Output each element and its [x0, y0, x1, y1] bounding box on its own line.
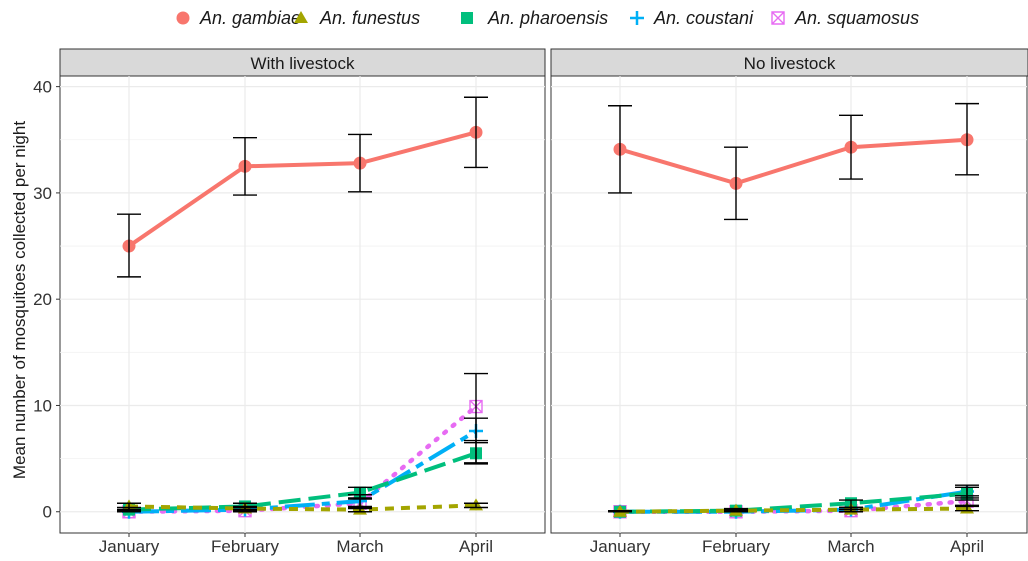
panel-title: With livestock [251, 54, 355, 73]
series-line [619, 506, 968, 514]
series-line [620, 489, 968, 514]
legend-marker-an-pharoensis [461, 12, 473, 24]
legend-label: An. pharoensis [487, 8, 608, 28]
error-bar [348, 497, 372, 510]
error-bar [839, 114, 863, 180]
error-bar [839, 508, 863, 513]
error-bar [348, 133, 372, 193]
error-bar [955, 102, 979, 176]
x-tick-label: March [827, 537, 874, 556]
series-line [619, 137, 968, 186]
error-bar [724, 146, 748, 221]
legend-marker-an-funestus [294, 11, 308, 23]
y-tick-label: 0 [43, 503, 52, 522]
legend-label: An. squamosus [794, 8, 919, 28]
y-axis: 0 10 20 30 40 [33, 78, 60, 522]
error-bar [608, 509, 632, 513]
x-axis: January February March April January February… [99, 533, 984, 556]
y-tick-label: 40 [33, 78, 52, 97]
error-bar [608, 105, 632, 194]
y-tick-label: 30 [33, 184, 52, 203]
legend-item-an-coustani: An. coustani [630, 8, 754, 28]
legend-item-an-squamosus: An. squamosus [771, 8, 919, 28]
panel-with-livestock: With livestock [59, 48, 546, 534]
panel-strip [550, 48, 1028, 77]
legend: An. gambiae An. funestus An. pharoensis An.… [176, 8, 919, 28]
legend-label: An. coustani [653, 8, 754, 28]
legend-marker-an-gambiae [176, 11, 190, 25]
x-tick-label: March [336, 537, 383, 556]
error-bar [955, 495, 979, 507]
error-bar [117, 213, 141, 278]
series-line [127, 130, 477, 248]
error-bar [117, 509, 141, 513]
error-bar [464, 502, 488, 509]
error-bar [233, 508, 257, 513]
series-line [128, 503, 477, 512]
x-tick-label: January [590, 537, 651, 556]
error-bars [608, 102, 979, 513]
series-line [619, 491, 968, 514]
x-tick-label: January [99, 537, 160, 556]
series-marks [608, 102, 979, 519]
series-line [128, 429, 478, 514]
x-tick-label: February [211, 537, 280, 556]
series-marks [117, 96, 488, 519]
y-tick-label: 20 [33, 290, 52, 309]
error-bars [117, 96, 488, 513]
x-tick-label: February [702, 537, 771, 556]
panel-title: No livestock [744, 54, 836, 73]
legend-item-an-funestus: An. funestus [294, 8, 420, 28]
legend-item-an-pharoensis: An. pharoensis [461, 8, 608, 28]
legend-marker-an-coustani [630, 11, 644, 25]
legend-label: An. funestus [319, 8, 420, 28]
legend-marker-an-squamosus [771, 11, 785, 25]
error-bar [233, 136, 257, 196]
panel-no-livestock: No livestock [550, 48, 1028, 534]
error-bar [464, 372, 488, 464]
legend-item-an-gambiae: An. gambiae [176, 8, 301, 28]
legend-label: An. gambiae [199, 8, 301, 28]
x-tick-label: April [950, 537, 984, 556]
x-tick-label: April [459, 537, 493, 556]
error-bar [464, 96, 488, 169]
error-bar [724, 509, 748, 513]
y-tick-label: 10 [33, 396, 52, 415]
y-axis-title: Mean number of mosquitoes collected per … [10, 121, 29, 479]
error-bar [955, 505, 979, 512]
